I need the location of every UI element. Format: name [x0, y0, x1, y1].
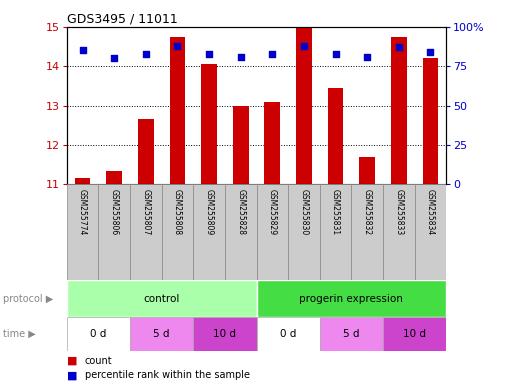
Text: 5 d: 5 d — [153, 329, 170, 339]
Text: GSM255833: GSM255833 — [394, 189, 403, 235]
Text: GSM255834: GSM255834 — [426, 189, 435, 235]
Point — [331, 51, 340, 57]
Bar — [296, 28, 312, 184]
Bar — [169, 37, 185, 184]
Bar — [256, 280, 446, 317]
Point — [268, 51, 277, 57]
Text: control: control — [144, 293, 180, 304]
Point — [78, 47, 87, 53]
Point — [142, 51, 150, 57]
Bar — [162, 184, 193, 280]
Bar — [193, 184, 225, 280]
Text: 0 d: 0 d — [90, 329, 107, 339]
Bar — [351, 184, 383, 280]
Text: protocol ▶: protocol ▶ — [3, 293, 53, 304]
Text: GSM255809: GSM255809 — [205, 189, 213, 235]
Text: GSM255832: GSM255832 — [363, 189, 372, 235]
Bar — [67, 317, 130, 351]
Text: GSM255807: GSM255807 — [141, 189, 150, 235]
Text: GSM255831: GSM255831 — [331, 189, 340, 235]
Text: GSM255828: GSM255828 — [236, 189, 245, 235]
Bar — [193, 317, 256, 351]
Bar — [328, 88, 344, 184]
Bar — [67, 184, 98, 280]
Bar — [138, 119, 154, 184]
Text: GSM255829: GSM255829 — [268, 189, 277, 235]
Point — [426, 49, 435, 55]
Bar — [383, 317, 446, 351]
Text: 0 d: 0 d — [280, 329, 297, 339]
Bar — [383, 184, 415, 280]
Point — [173, 43, 182, 49]
Bar — [233, 106, 249, 184]
Text: count: count — [85, 356, 112, 366]
Bar — [320, 317, 383, 351]
Text: ■: ■ — [67, 356, 77, 366]
Bar — [256, 184, 288, 280]
Bar — [391, 37, 407, 184]
Bar — [423, 58, 439, 184]
Text: GDS3495 / 11011: GDS3495 / 11011 — [67, 13, 177, 26]
Text: GSM255808: GSM255808 — [173, 189, 182, 235]
Bar — [320, 184, 351, 280]
Bar — [67, 280, 256, 317]
Point — [394, 44, 403, 50]
Bar — [288, 184, 320, 280]
Bar — [415, 184, 446, 280]
Bar — [256, 317, 320, 351]
Bar — [74, 179, 90, 184]
Bar — [106, 170, 122, 184]
Text: GSM255830: GSM255830 — [300, 189, 308, 235]
Text: 10 d: 10 d — [213, 329, 236, 339]
Bar — [359, 157, 375, 184]
Bar — [130, 184, 162, 280]
Point — [110, 55, 118, 61]
Point — [300, 43, 308, 49]
Text: ■: ■ — [67, 370, 77, 380]
Text: progerin expression: progerin expression — [300, 293, 403, 304]
Text: 5 d: 5 d — [343, 329, 360, 339]
Text: time ▶: time ▶ — [3, 329, 35, 339]
Bar — [264, 102, 280, 184]
Point — [205, 51, 213, 57]
Bar — [98, 184, 130, 280]
Point — [363, 54, 371, 60]
Bar — [201, 64, 217, 184]
Text: GSM255774: GSM255774 — [78, 189, 87, 235]
Point — [236, 54, 245, 60]
Text: percentile rank within the sample: percentile rank within the sample — [85, 370, 250, 380]
Bar — [130, 317, 193, 351]
Bar — [225, 184, 256, 280]
Text: 10 d: 10 d — [403, 329, 426, 339]
Text: GSM255806: GSM255806 — [110, 189, 119, 235]
